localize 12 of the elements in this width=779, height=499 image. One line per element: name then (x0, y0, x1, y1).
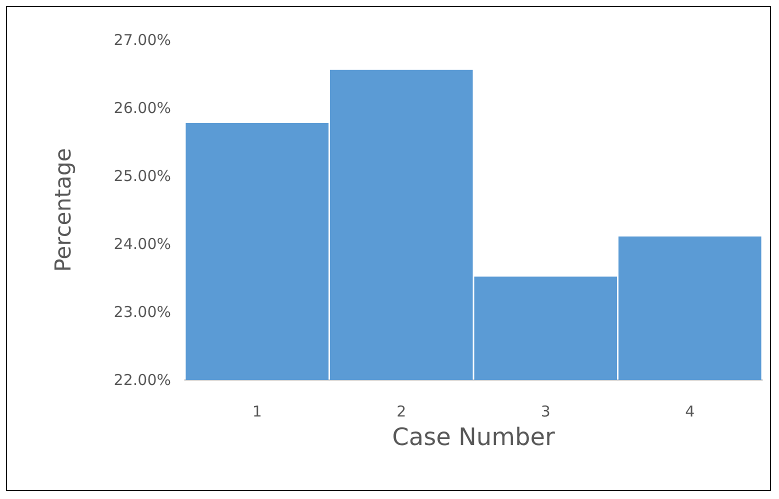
x-axis-title: Case Number (392, 423, 556, 451)
x-tick-label: 2 (396, 402, 406, 420)
x-tick-label: 1 (252, 402, 262, 420)
y-tick-label: 22.00% (114, 371, 171, 389)
y-tick-label: 25.00% (114, 167, 171, 185)
y-tick-label: 27.00% (114, 31, 171, 49)
y-tick-label: 24.00% (114, 235, 171, 253)
y-tick-label: 26.00% (114, 99, 171, 117)
x-tick-label: 4 (685, 402, 695, 420)
y-axis-title: Percentage (52, 148, 76, 272)
x-tick-label: 3 (540, 402, 550, 420)
y-tick-label: 23.00% (114, 303, 171, 321)
